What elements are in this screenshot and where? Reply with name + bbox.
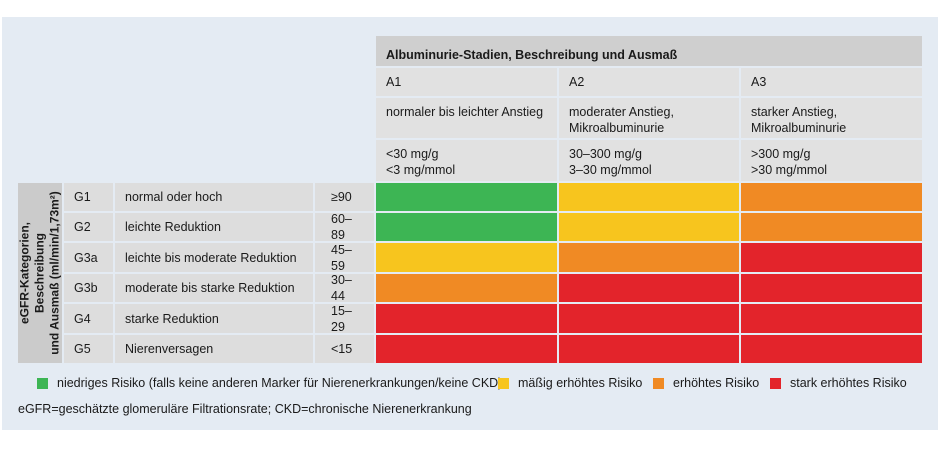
row-range-g1: ≥90	[315, 183, 374, 211]
risk-cell	[559, 304, 739, 333]
stage-a3: A3	[741, 68, 922, 96]
legend-label: erhöhtes Risiko	[673, 376, 760, 390]
legend-moderate-risk: mäßig erhöhtes Risiko	[498, 376, 642, 390]
legend-label: niedriges Risiko (falls keine anderen Ma…	[57, 376, 503, 390]
legend-low-risk: niedriges Risiko (falls keine anderen Ma…	[37, 376, 502, 390]
risk-cell	[376, 335, 557, 363]
legend-label: mäßig erhöhtes Risiko	[518, 376, 643, 390]
row-range-g2: 60–89	[315, 212, 374, 242]
stage-a3-range: >300 mg/g >30 mg/mmol	[741, 140, 922, 181]
legend-swatch	[653, 377, 664, 389]
stage-a1-description: normaler bis leichter Anstieg	[376, 98, 557, 138]
row-code-g5: G5	[64, 335, 113, 363]
row-range-g3b: 30–44	[315, 273, 374, 303]
row-code-g1: G1	[64, 183, 113, 211]
legend-swatch	[498, 377, 509, 389]
risk-cell	[741, 335, 922, 363]
row-desc-g1: normal oder hoch	[115, 183, 313, 211]
risk-cell	[741, 243, 922, 272]
row-code-g4: G4	[64, 304, 113, 333]
row-code-g3b: G3b	[64, 274, 113, 302]
row-range-g3a: 45–59	[315, 243, 374, 273]
stage-a1: A1	[376, 68, 557, 96]
row-desc-g3a: leichte bis moderate Reduktion	[115, 243, 313, 272]
stage-a3-description: starker Anstieg, Mikroalbuminurie	[741, 98, 922, 138]
row-desc-g4: starke Reduktion	[115, 304, 313, 333]
row-range-g5: <15	[315, 335, 374, 363]
risk-cell	[559, 243, 739, 272]
risk-cell	[376, 183, 557, 211]
row-code-g2: G2	[64, 213, 113, 241]
legend-very-high-risk: stark erhöhtes Risiko	[770, 376, 907, 390]
risk-cell	[559, 183, 739, 211]
risk-cell	[559, 213, 739, 241]
risk-cell	[741, 274, 922, 302]
risk-cell	[741, 213, 922, 241]
stage-a1-range: <30 mg/g <3 mg/mmol	[376, 140, 557, 181]
legend-label: stark erhöhtes Risiko	[790, 376, 907, 390]
risk-cell	[741, 304, 922, 333]
row-range-g4: 15–29	[315, 304, 374, 334]
risk-cell	[559, 274, 739, 302]
stage-a2-description: moderater Anstieg, Mikroalbuminurie	[559, 98, 739, 138]
stage-a2: A2	[559, 68, 739, 96]
risk-cell	[376, 213, 557, 241]
row-desc-g2: leichte Reduktion	[115, 213, 313, 241]
albuminuria-header-title: Albuminurie-Stadien, Beschreibung und Au…	[376, 36, 922, 66]
risk-cell	[741, 183, 922, 211]
legend-high-risk: erhöhtes Risiko	[653, 376, 759, 390]
stage-a2-range: 30–300 mg/g 3–30 mg/mmol	[559, 140, 739, 181]
footnote: eGFR=geschätzte glomeruläre Filtrationsr…	[18, 402, 472, 416]
risk-cell	[376, 243, 557, 272]
row-code-g3a: G3a	[64, 243, 113, 272]
risk-cell	[376, 274, 557, 302]
row-desc-g5: Nierenversagen	[115, 335, 313, 363]
risk-cell	[376, 304, 557, 333]
legend-swatch	[770, 377, 781, 389]
legend-swatch	[37, 377, 48, 389]
risk-cell	[559, 335, 739, 363]
row-desc-g3b: moderate bis starke Reduktion	[115, 274, 313, 302]
egfr-side-label: eGFR-Kategorien, Beschreibung und Ausmaß …	[18, 183, 62, 363]
